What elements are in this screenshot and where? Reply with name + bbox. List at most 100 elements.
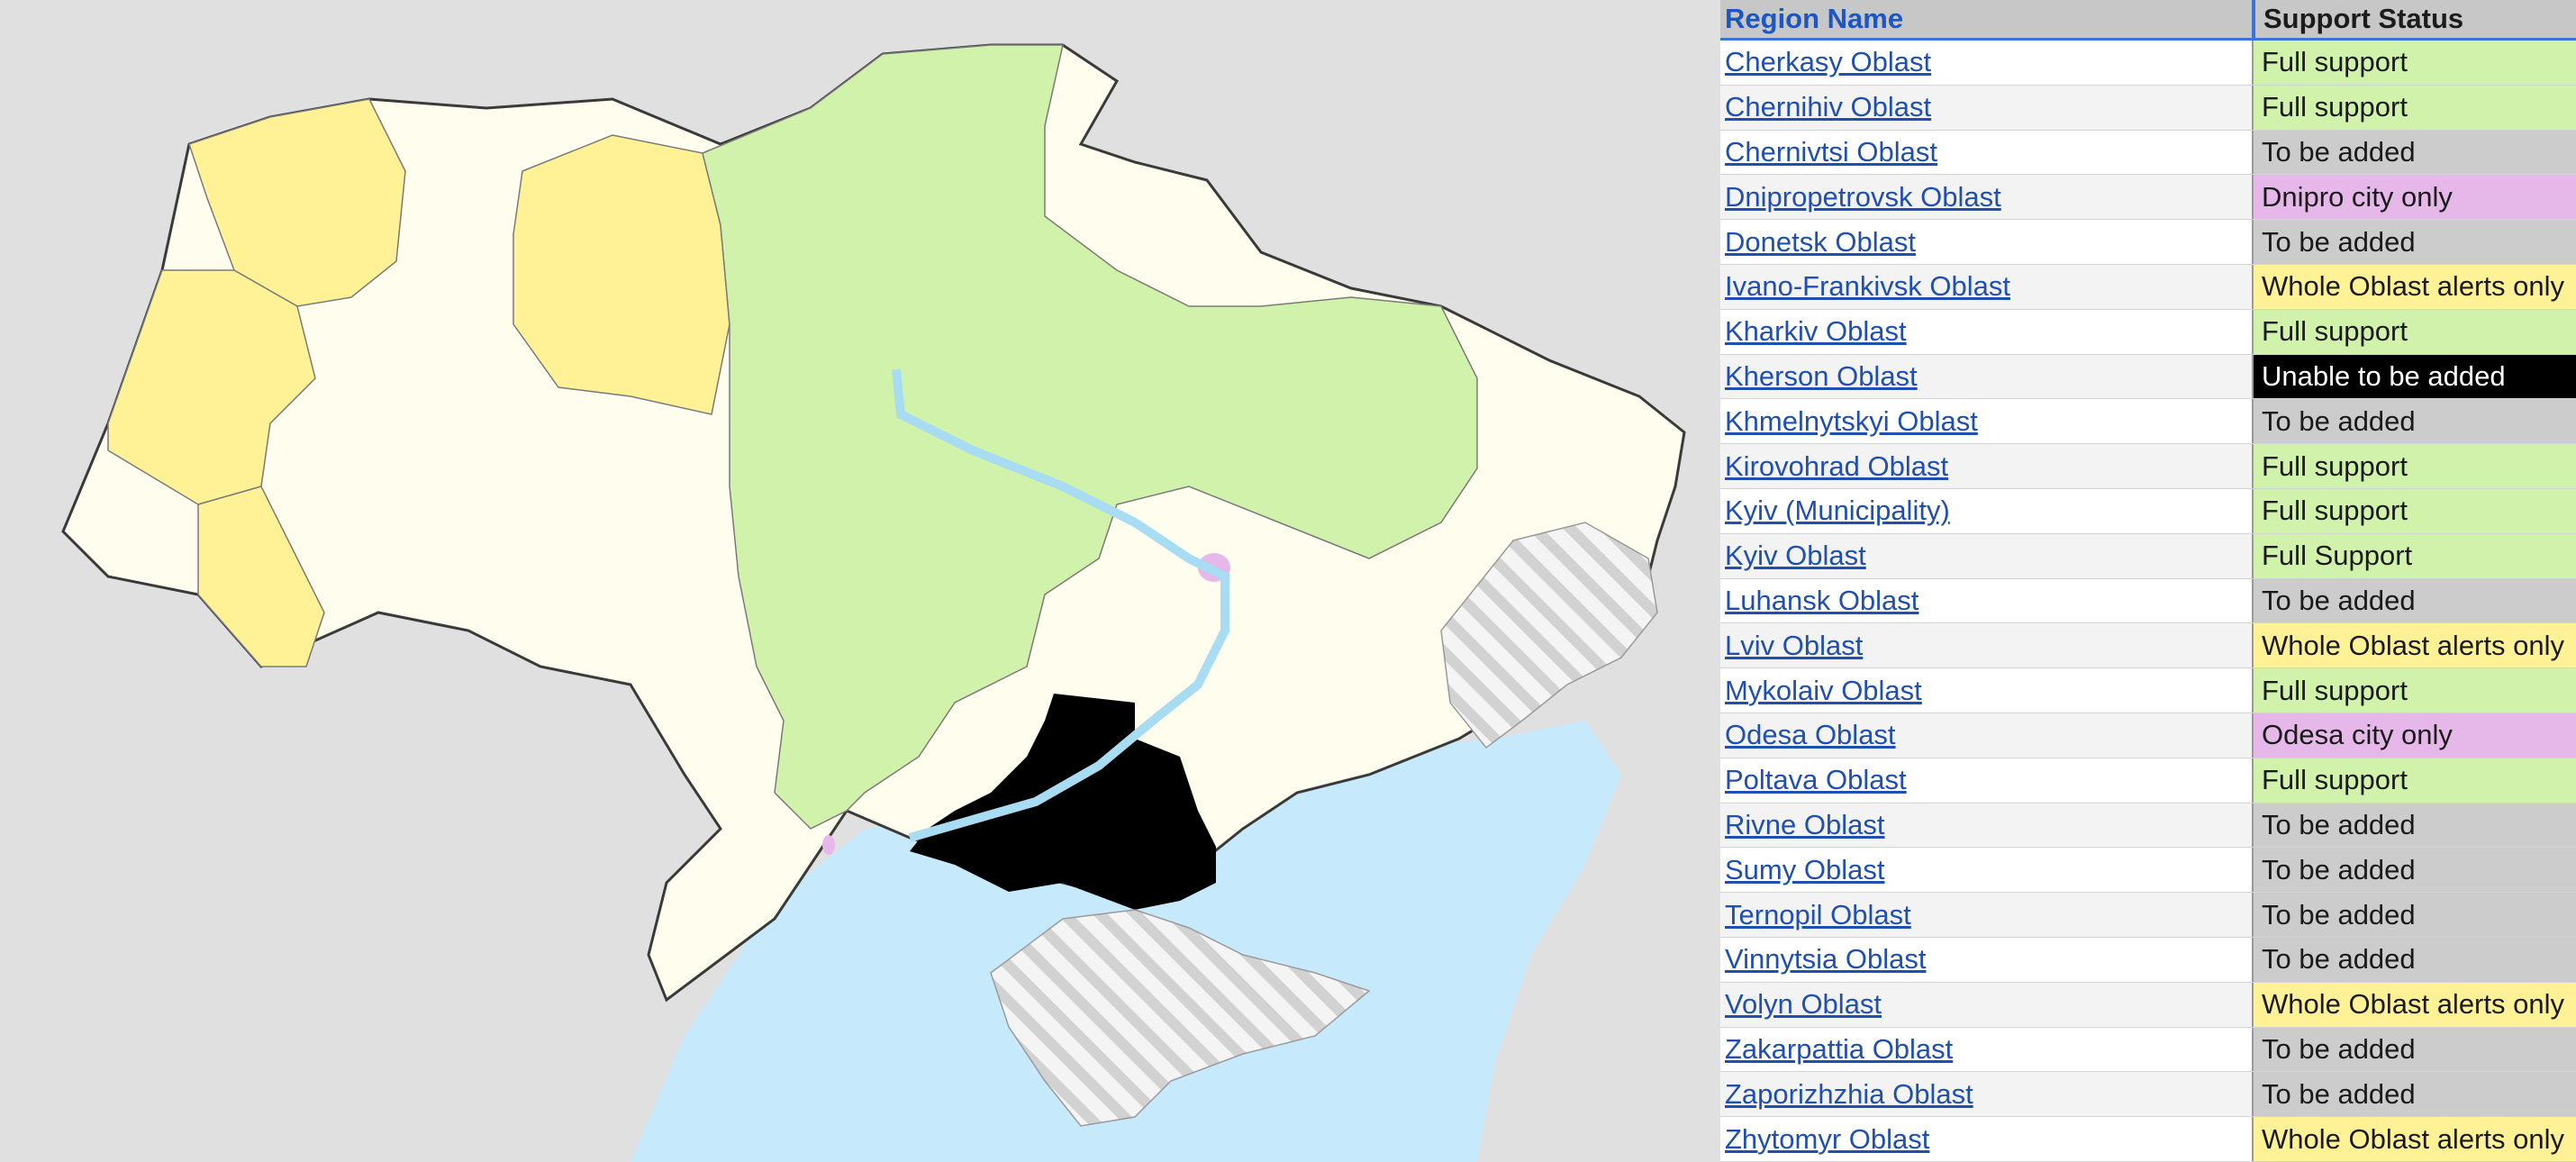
- support-status-cell[interactable]: To be added: [2252, 803, 2576, 848]
- table-row: Mykolaiv Oblast Full support: [1720, 668, 2576, 713]
- support-status-cell[interactable]: To be added: [2252, 220, 2576, 264]
- table-row: Zhytomyr Oblast Whole Oblast alerts only: [1720, 1117, 2576, 1162]
- region-link[interactable]: Kherson Oblast: [1725, 359, 1918, 392]
- support-status-cell[interactable]: Full support: [2252, 85, 2576, 130]
- table-body: Cherkasy Oblast Full support Chernihiv Obl…: [1720, 41, 2576, 1162]
- region-link[interactable]: Kirovohrad Oblast: [1725, 449, 1949, 482]
- region-link[interactable]: Poltava Oblast: [1725, 764, 1907, 796]
- support-status-cell[interactable]: To be added: [2252, 130, 2576, 175]
- support-status-cell[interactable]: Whole Oblast alerts only: [2252, 623, 2576, 668]
- support-status-cell[interactable]: To be added: [2252, 893, 2576, 937]
- support-status-cell[interactable]: Full support: [2252, 758, 2576, 803]
- region-link[interactable]: Kyiv (Municipality): [1725, 495, 1950, 527]
- region-link[interactable]: Odesa Oblast: [1725, 719, 1896, 751]
- region-name-cell[interactable]: Vinnytsia Oblast: [1720, 937, 2252, 982]
- region-link[interactable]: Ternopil Oblast: [1725, 898, 1911, 931]
- support-status-cell[interactable]: To be added: [2252, 399, 2576, 444]
- support-status-cell[interactable]: Whole Oblast alerts only: [2252, 982, 2576, 1027]
- region-name-cell[interactable]: Mykolaiv Oblast: [1720, 668, 2252, 713]
- support-status-cell[interactable]: Full support: [2252, 488, 2576, 533]
- region-name-cell[interactable]: Kirovohrad Oblast: [1720, 444, 2252, 488]
- region-link[interactable]: Mykolaiv Oblast: [1725, 674, 1922, 706]
- table-row: Khmelnytskyi Oblast To be added: [1720, 399, 2576, 445]
- region-name-cell[interactable]: Rivne Oblast: [1720, 803, 2252, 848]
- region-name-cell[interactable]: Ivano-Frankivsk Oblast: [1720, 264, 2252, 309]
- region-name-cell[interactable]: Poltava Oblast: [1720, 758, 2252, 803]
- table-row: Ternopil Oblast To be added: [1720, 893, 2576, 938]
- table-row: Poltava Oblast Full support: [1720, 758, 2576, 803]
- support-status-cell[interactable]: Dnipro city only: [2252, 175, 2576, 220]
- region-name-cell[interactable]: Ternopil Oblast: [1720, 893, 2252, 937]
- region-name-cell[interactable]: Sumy Oblast: [1720, 848, 2252, 893]
- region-link[interactable]: Dnipropetrovsk Oblast: [1725, 180, 2001, 213]
- table-row: Zaporizhzhia Oblast To be added: [1720, 1072, 2576, 1118]
- region-link[interactable]: Chernivtsi Oblast: [1725, 135, 1938, 168]
- region-zhytomyr: [512, 134, 730, 415]
- table-row: Luhansk Oblast To be added: [1720, 578, 2576, 624]
- region-name-cell[interactable]: Cherkasy Oblast: [1720, 41, 2252, 85]
- region-name-cell[interactable]: Lviv Oblast: [1720, 623, 2252, 668]
- support-status-cell[interactable]: To be added: [2252, 578, 2576, 623]
- region-name-cell[interactable]: Chernivtsi Oblast: [1720, 130, 2252, 175]
- support-status-cell[interactable]: Whole Oblast alerts only: [2252, 1117, 2576, 1161]
- support-status-cell[interactable]: Full support: [2252, 41, 2576, 85]
- support-status-cell[interactable]: Full Support: [2252, 533, 2576, 578]
- region-name-cell[interactable]: Odesa Oblast: [1720, 713, 2252, 758]
- region-link[interactable]: Zaporizhzhia Oblast: [1725, 1077, 1973, 1110]
- table-row: Zakarpattia Oblast To be added: [1720, 1027, 2576, 1073]
- region-link[interactable]: Luhansk Oblast: [1725, 584, 1919, 616]
- region-link[interactable]: Rivne Oblast: [1725, 808, 1885, 840]
- support-status-cell[interactable]: Unable to be added: [2252, 354, 2576, 399]
- header-support-status[interactable]: Support Status: [2252, 0, 2576, 38]
- map-canvas: [61, 43, 1686, 1162]
- support-status-cell[interactable]: Whole Oblast alerts only: [2252, 264, 2576, 309]
- table-row: Kharkiv Oblast Full support: [1720, 309, 2576, 355]
- region-link[interactable]: Kyiv Oblast: [1725, 540, 1866, 572]
- region-name-cell[interactable]: Chernihiv Oblast: [1720, 85, 2252, 130]
- odesa-city-marker: [822, 835, 835, 855]
- region-link[interactable]: Cherkasy Oblast: [1725, 46, 1932, 78]
- region-name-cell[interactable]: Dnipropetrovsk Oblast: [1720, 175, 2252, 220]
- table-header: Region Name Support Status: [1720, 0, 2576, 41]
- ukraine-map: [61, 43, 1686, 1162]
- table-row: Donetsk Oblast To be added: [1720, 220, 2576, 265]
- support-status-cell[interactable]: To be added: [2252, 848, 2576, 893]
- table-row: Kirovohrad Oblast Full support: [1720, 444, 2576, 489]
- region-link[interactable]: Volyn Oblast: [1725, 988, 1882, 1021]
- support-status-cell[interactable]: To be added: [2252, 1072, 2576, 1117]
- table-row: Rivne Oblast To be added: [1720, 803, 2576, 849]
- region-link[interactable]: Donetsk Oblast: [1725, 225, 1916, 258]
- region-link[interactable]: Ivano-Frankivsk Oblast: [1725, 270, 2010, 303]
- region-name-cell[interactable]: Kherson Oblast: [1720, 354, 2252, 399]
- region-name-cell[interactable]: Kyiv (Municipality): [1720, 488, 2252, 533]
- region-name-cell[interactable]: Zhytomyr Oblast: [1720, 1117, 2252, 1161]
- region-name-cell[interactable]: Kyiv Oblast: [1720, 533, 2252, 578]
- support-status-cell[interactable]: Full support: [2252, 309, 2576, 354]
- support-status-table: Region Name Support Status Cherkasy Obla…: [1720, 0, 2576, 1162]
- region-link[interactable]: Chernihiv Oblast: [1725, 91, 1932, 123]
- region-name-cell[interactable]: Zaporizhzhia Oblast: [1720, 1072, 2252, 1117]
- region-link[interactable]: Lviv Oblast: [1725, 629, 1864, 661]
- region-link[interactable]: Kharkiv Oblast: [1725, 315, 1907, 348]
- region-name-cell[interactable]: Volyn Oblast: [1720, 982, 2252, 1027]
- region-name-cell[interactable]: Luhansk Oblast: [1720, 578, 2252, 623]
- region-name-cell[interactable]: Donetsk Oblast: [1720, 220, 2252, 264]
- header-region-name[interactable]: Region Name: [1725, 3, 1904, 34]
- region-name-cell[interactable]: Khmelnytskyi Oblast: [1720, 399, 2252, 444]
- region-link[interactable]: Vinnytsia Oblast: [1725, 943, 1927, 976]
- table-row: Ivano-Frankivsk Oblast Whole Oblast alert…: [1720, 264, 2576, 310]
- table-row: Lviv Oblast Whole Oblast alerts only: [1720, 623, 2576, 669]
- region-link[interactable]: Zakarpattia Oblast: [1725, 1032, 1954, 1065]
- support-status-cell[interactable]: Full support: [2252, 668, 2576, 713]
- support-status-cell[interactable]: Odesa city only: [2252, 713, 2576, 758]
- region-link[interactable]: Khmelnytskyi Oblast: [1725, 404, 1978, 437]
- table-row: Volyn Oblast Whole Oblast alerts only: [1720, 982, 2576, 1028]
- region-link[interactable]: Zhytomyr Oblast: [1725, 1122, 1930, 1155]
- support-status-cell[interactable]: Full support: [2252, 444, 2576, 488]
- support-status-cell[interactable]: To be added: [2252, 1027, 2576, 1072]
- region-name-cell[interactable]: Kharkiv Oblast: [1720, 309, 2252, 354]
- region-name-cell[interactable]: Zakarpattia Oblast: [1720, 1027, 2252, 1072]
- support-status-cell[interactable]: To be added: [2252, 937, 2576, 982]
- region-kherson: [910, 694, 1216, 910]
- region-link[interactable]: Sumy Oblast: [1725, 853, 1885, 885]
